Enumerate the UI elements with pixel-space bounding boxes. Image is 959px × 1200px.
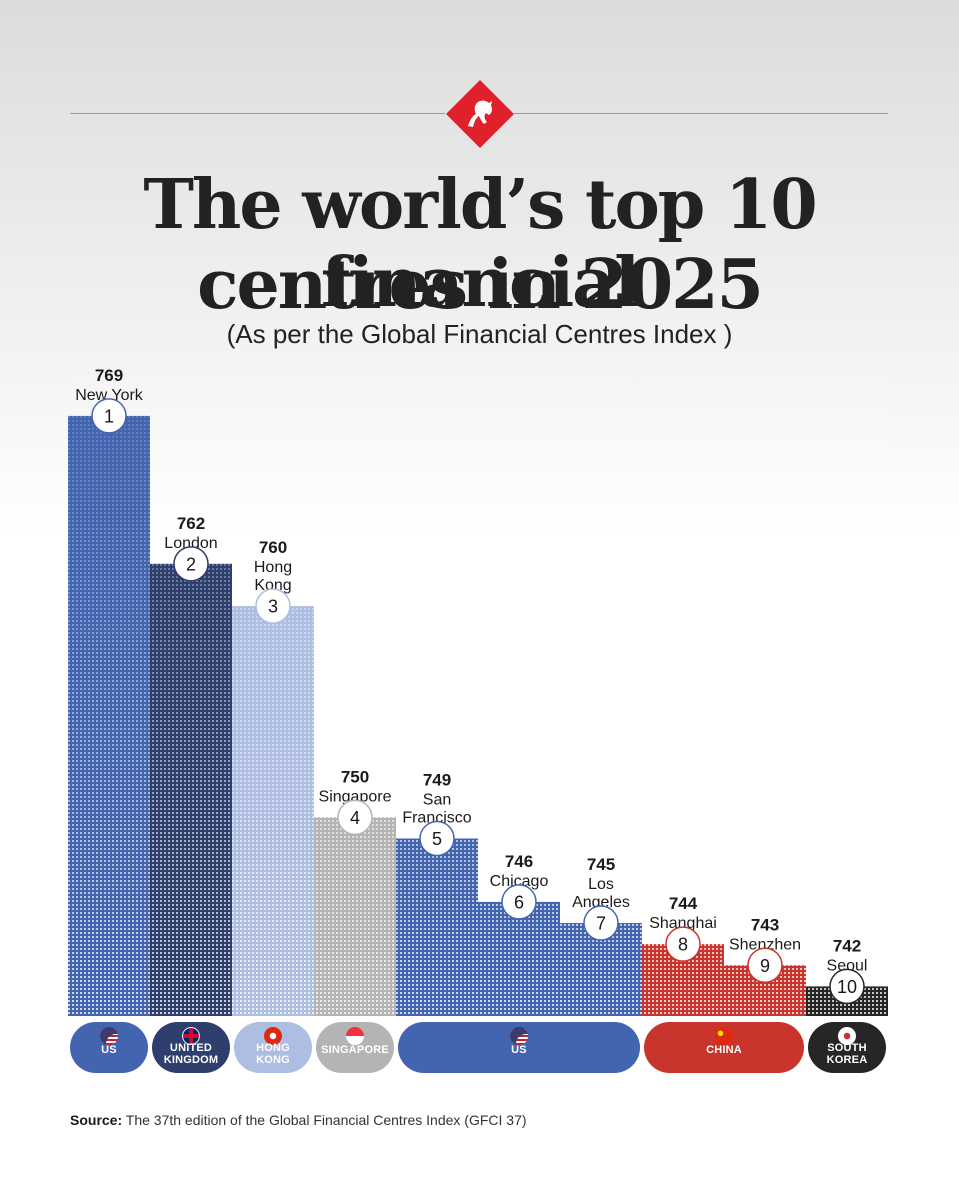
- bar-city-label: Angeles: [572, 894, 630, 911]
- flag-hong-kong-icon: [264, 1027, 282, 1045]
- rank-badge: [419, 820, 455, 857]
- rank-number: 10: [837, 977, 857, 997]
- bar-city-label: Chicago: [490, 873, 549, 890]
- bar-city-label: Shenzhen: [729, 936, 801, 953]
- rank-number: 8: [678, 935, 688, 955]
- header-rule-right: [514, 113, 888, 114]
- country-label: US: [101, 1044, 117, 1056]
- bar-value-label: 745: [587, 855, 615, 874]
- bar-value-label: 750: [341, 767, 369, 786]
- country-pill: UNITED KINGDOM: [152, 1022, 230, 1073]
- country-label: KONG: [256, 1054, 290, 1066]
- rank-number: 9: [760, 956, 770, 976]
- bar-city-label: Singapore: [319, 788, 392, 805]
- bar-value-label: 744: [669, 894, 698, 913]
- rank-badge: [829, 968, 865, 1005]
- country-pill: HONG KONG: [234, 1022, 312, 1073]
- bar-value-label: 749: [423, 771, 451, 790]
- rank-number: 4: [350, 808, 360, 828]
- country-label: UNITED: [169, 1042, 213, 1054]
- bar-city-label: San: [423, 792, 451, 809]
- bar-city-label: Shanghai: [649, 915, 717, 932]
- flag-us-icon: [510, 1027, 528, 1045]
- country-pill: US: [398, 1022, 640, 1073]
- page-title-line-1: The world’s top 10 financial: [143, 165, 817, 323]
- rank-badge: [173, 546, 209, 582]
- rank-number: 1: [104, 406, 114, 426]
- bar-city-label: New York: [75, 387, 144, 404]
- rank-number: 2: [186, 554, 196, 574]
- flag-singapore-icon: [346, 1027, 364, 1045]
- source-note: Source: The 37th edition of the Global F…: [70, 1112, 527, 1128]
- flag-china-icon: [715, 1027, 733, 1045]
- bar-value-label: 742: [833, 936, 861, 955]
- bar-city-label: Hong: [254, 559, 292, 576]
- country-pill: SOUTH KOREA: [808, 1022, 886, 1073]
- country-label: CHINA: [706, 1044, 742, 1056]
- flag-uk-icon: [182, 1027, 200, 1045]
- bar-value-label: 762: [177, 514, 205, 533]
- country-label: SOUTH: [827, 1042, 867, 1054]
- rank-badge: [665, 926, 701, 962]
- source-text: The 37th edition of the Global Financial…: [125, 1112, 527, 1128]
- bar-value-label: 760: [259, 538, 287, 557]
- rank-badge: [583, 905, 619, 941]
- brand-logo-icon: [446, 80, 514, 148]
- rank-number: 5: [432, 829, 442, 849]
- bar-value-label: 769: [95, 366, 123, 385]
- rank-badge: [747, 947, 783, 984]
- country-label: US: [511, 1044, 527, 1056]
- flag-south-korea-icon: [838, 1027, 856, 1045]
- country-label: SINGAPORE: [321, 1044, 389, 1056]
- bar-city-label: Seoul: [827, 957, 868, 974]
- country-pill: CHINA: [644, 1022, 804, 1073]
- rank-badge: [501, 884, 537, 920]
- bar-city-label: London: [164, 535, 217, 552]
- bar-value-label: 743: [751, 915, 779, 934]
- bar-city-label: Los: [588, 876, 614, 893]
- rank-number: 3: [268, 597, 278, 617]
- country-label: HONG: [256, 1042, 290, 1054]
- header-rule-left: [70, 113, 445, 114]
- rank-number: 7: [596, 914, 606, 934]
- source-label: Source:: [70, 1112, 123, 1128]
- bar-value-label: 746: [505, 852, 533, 871]
- bar-city-label: Kong: [254, 577, 291, 594]
- country-pill: SINGAPORE: [316, 1022, 394, 1073]
- country-label: KOREA: [826, 1054, 868, 1066]
- rank-badge: [91, 398, 127, 434]
- rank-badge: [337, 799, 373, 836]
- bar-city-label: Francisco: [402, 810, 471, 827]
- flag-us-icon: [100, 1027, 118, 1045]
- rank-number: 6: [514, 892, 524, 912]
- page-title-line-2: centres in 2025: [197, 245, 764, 325]
- bar-halftone-overlay: [68, 380, 888, 1016]
- page-subtitle: (As per the Global Financial Centres Ind…: [226, 319, 733, 349]
- rank-badge: [255, 588, 291, 624]
- country-label: KINGDOM: [163, 1054, 219, 1066]
- country-pill: US: [70, 1022, 148, 1073]
